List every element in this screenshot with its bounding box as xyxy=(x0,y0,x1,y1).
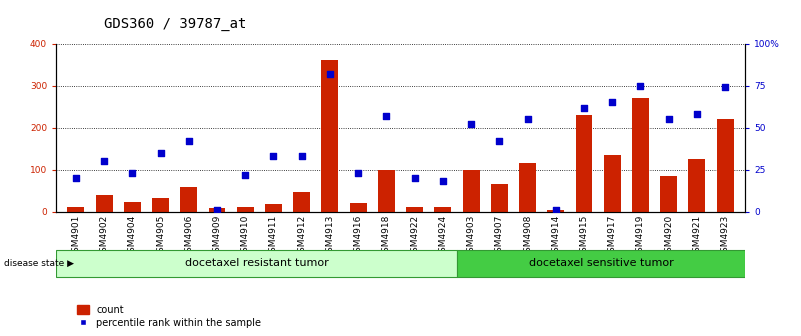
Text: docetaxel sensitive tumor: docetaxel sensitive tumor xyxy=(529,258,674,268)
Bar xyxy=(406,207,423,212)
Point xyxy=(98,159,111,164)
Bar xyxy=(491,184,508,212)
Point xyxy=(521,117,534,122)
Legend: count, percentile rank within the sample: count, percentile rank within the sample xyxy=(77,305,261,328)
Point xyxy=(690,112,703,117)
Text: disease state ▶: disease state ▶ xyxy=(4,259,74,268)
Point xyxy=(239,172,252,177)
Bar xyxy=(350,203,367,212)
Point xyxy=(634,83,647,88)
Point xyxy=(352,170,364,176)
Bar xyxy=(717,119,734,212)
Bar xyxy=(180,187,197,212)
Bar xyxy=(463,170,480,212)
Point xyxy=(211,207,223,213)
Point xyxy=(493,138,505,144)
Bar xyxy=(67,207,84,212)
Point xyxy=(437,179,449,184)
Point xyxy=(718,85,731,90)
Bar xyxy=(547,210,564,212)
Point xyxy=(549,207,562,213)
Bar xyxy=(152,198,169,212)
Bar xyxy=(457,250,745,278)
Text: docetaxel resistant tumor: docetaxel resistant tumor xyxy=(185,258,328,268)
Point xyxy=(662,117,675,122)
Bar xyxy=(660,176,677,212)
Bar xyxy=(95,195,112,212)
Point xyxy=(183,138,195,144)
Bar xyxy=(293,192,310,212)
Point xyxy=(380,113,392,119)
Bar xyxy=(124,202,141,212)
Point xyxy=(126,170,139,176)
Point xyxy=(578,105,590,110)
Bar xyxy=(632,98,649,212)
Bar xyxy=(378,170,395,212)
Point xyxy=(324,71,336,77)
Point xyxy=(296,154,308,159)
Bar xyxy=(434,208,451,212)
Point xyxy=(70,175,83,181)
Bar xyxy=(237,208,254,212)
Bar xyxy=(689,159,706,212)
Text: GDS360 / 39787_at: GDS360 / 39787_at xyxy=(104,17,247,31)
Bar xyxy=(265,204,282,212)
Bar xyxy=(519,163,536,212)
Point xyxy=(409,175,421,181)
Point xyxy=(154,150,167,156)
Bar xyxy=(604,155,621,212)
Bar xyxy=(56,250,457,278)
Bar xyxy=(321,60,338,212)
Point xyxy=(606,100,618,105)
Bar xyxy=(208,208,225,212)
Point xyxy=(267,154,280,159)
Point xyxy=(465,122,477,127)
Bar xyxy=(576,115,593,212)
